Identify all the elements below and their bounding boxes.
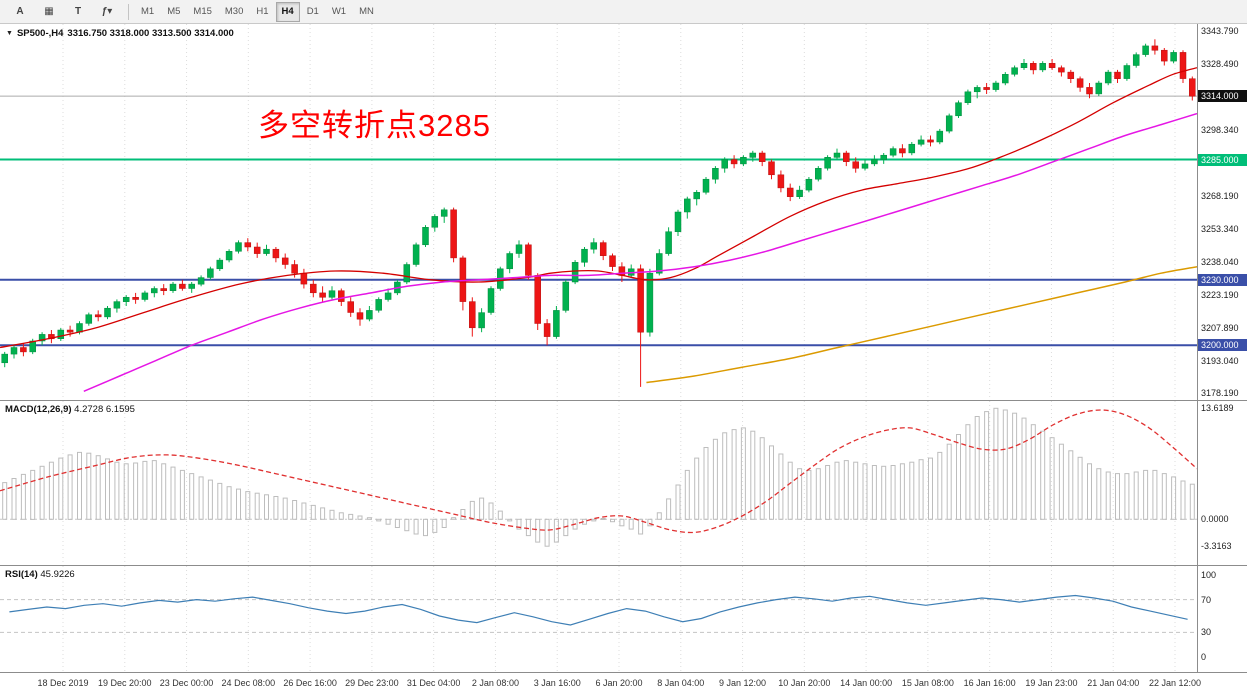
time-axis-label: 31 Dec 04:00 [406,678,461,688]
timeframe-mn-button[interactable]: MN [359,6,374,17]
axis-tick-label: 3223.190 [1201,289,1239,300]
axis-tick-label: -3.3163 [1201,541,1232,552]
rsi-panel[interactable]: 100 70 30 0 RSI(14) 45.9226 [0,565,1247,672]
rsi-header: RSI(14) 45.9226 [5,569,75,580]
time-axis-label: 15 Jan 08:00 [901,678,954,688]
collapse-triangle-icon[interactable]: ▼ [6,30,13,37]
rsi-label: RSI(14) [5,569,38,580]
axis-tick-label: 3328.490 [1201,59,1239,70]
axis-tick-label: 30 [1201,627,1212,638]
timeframe-d1-button[interactable]: D1 [306,6,319,17]
macd-header: MACD(12,26,9) 4.2728 6.1595 [5,404,135,415]
axis-tick-label: 0 [1201,652,1207,662]
axis-tick-label: 3298.340 [1201,125,1239,136]
axis-tick-label: 0.0000 [1201,514,1229,525]
timeframe-h4-button[interactable]: H4 [275,1,300,22]
time-axis-label: 19 Dec 20:00 [97,678,152,688]
axis-tick-label: 3268.190 [1201,191,1239,202]
axis-tick-label: 3253.340 [1201,223,1239,234]
chart-text-annotation: 多空转折点3285 [258,108,491,143]
price-chart-panel[interactable]: 3343.790 3328.490 3298.340 3268.190 3253.340… [0,24,1247,400]
rsi-values: 45.9226 [40,569,75,580]
price-line-badge: 3200.000 [1198,339,1247,352]
chart-grid-button[interactable]: ▦ [44,6,54,17]
axis-tick-label: 3207.890 [1201,323,1239,334]
time-axis-label: 16 Jan 16:00 [963,678,1016,688]
axis-tick-label: 3238.040 [1201,257,1239,268]
time-axis-label: 19 Jan 23:00 [1025,678,1078,688]
macd-values: 4.2728 6.1595 [74,404,135,415]
price-line-badge: 3314.000 [1198,90,1247,103]
timeframe-m15-button[interactable]: M15 [193,6,212,17]
text-tool-button[interactable]: T [74,6,82,17]
time-axis-label: 14 Jan 00:00 [840,678,893,688]
time-axis-label: 24 Dec 08:00 [221,678,276,688]
macd-plot[interactable] [0,401,1197,565]
price-line-badge: 3230.000 [1198,273,1247,286]
ohlc-values: 3316.750 3318.000 3313.500 3314.000 [67,28,234,39]
price-line-badge: 3285.000 [1198,153,1247,166]
time-axis-label: 23 Dec 00:00 [159,678,214,688]
time-axis-label: 6 Jan 20:00 [595,678,643,688]
time-axis[interactable]: 18 Dec 2019 19 Dec 20:00 23 Dec 00:00 24 De… [0,672,1247,695]
time-axis-label: 29 Dec 23:00 [345,678,399,688]
price-axis[interactable]: 3343.790 3328.490 3298.340 3268.190 3253.340… [1197,24,1247,400]
macd-label: MACD(12,26,9) [5,404,72,415]
time-axis-label: 26 Dec 16:00 [283,678,337,688]
time-axis-label: 10 Jan 20:00 [778,678,831,688]
rsi-axis[interactable]: 100 70 30 0 [1197,566,1247,672]
rsi-plot[interactable] [0,566,1197,672]
axis-tick-label: 13.6189 [1201,403,1234,414]
timeframe-w1-button[interactable]: W1 [331,6,347,17]
timeframe-h1-button[interactable]: H1 [256,6,269,17]
timeframe-m1-button[interactable]: M1 [141,6,155,17]
macd-panel[interactable]: 13.6189 0.0000 -3.3163 MACD(12,26,9) 4.272… [0,400,1247,565]
candlestick-plot[interactable] [0,24,1197,400]
symbol-timeframe-label: SP500-,H4 [16,28,64,39]
axis-tick-label: 3343.790 [1201,26,1239,37]
axis-tick-label: 100 [1201,570,1217,580]
font-tool-button[interactable]: A [16,6,24,17]
macd-axis[interactable]: 13.6189 0.0000 -3.3163 [1197,401,1247,565]
timeframe-group: M1 M5 M15 M30 H1 H4 D1 W1 MN [135,1,381,22]
time-axis-label: 9 Jan 12:00 [719,678,767,688]
time-axis-label: 18 Dec 2019 [37,678,89,688]
time-axis-label: 22 Jan 12:00 [1148,678,1202,688]
time-axis-label: 2 Jan 08:00 [471,678,519,688]
timeframe-m5-button[interactable]: M5 [167,6,181,17]
time-axis-label: 21 Jan 04:00 [1087,678,1140,688]
toolbar-separator [128,3,129,20]
axis-tick-label: 70 [1201,594,1212,605]
time-axis-label: 3 Jan 16:00 [533,678,581,688]
indicators-dropdown-button[interactable]: ƒ▾ [101,6,113,17]
axis-tick-label: 3178.190 [1201,388,1239,399]
timeframe-m30-button[interactable]: M30 [224,6,244,17]
time-axis-label: 8 Jan 04:00 [657,678,705,688]
chart-title: ▼ SP500-,H4 3316.750 3318.000 3313.500 3… [6,28,234,39]
axis-tick-label: 3193.040 [1201,355,1239,366]
